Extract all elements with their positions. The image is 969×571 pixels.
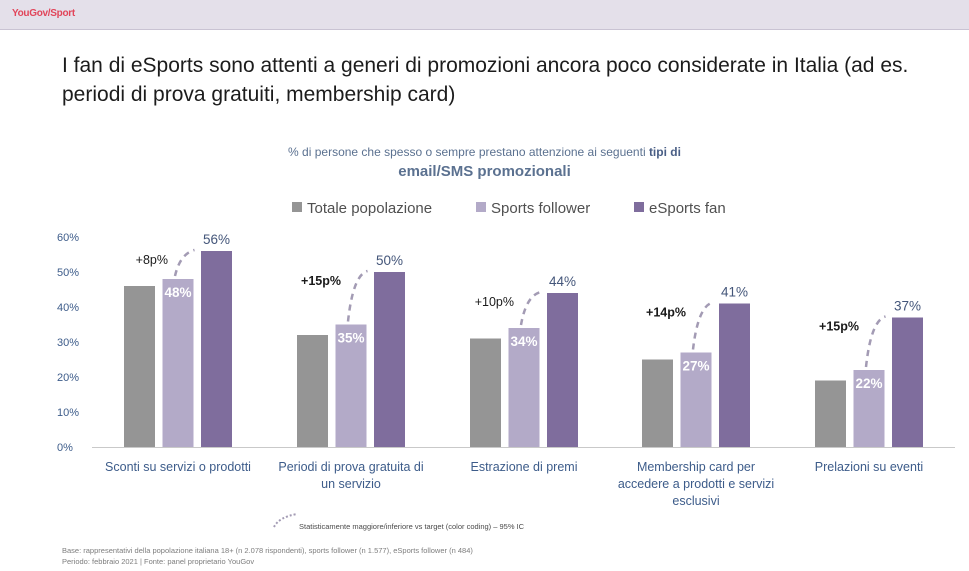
yougov-sport-logo: YouGov/Sport <box>12 8 75 19</box>
difference-annotation: +14p% <box>646 306 686 320</box>
legend-swatch <box>634 202 644 212</box>
bar <box>124 286 155 447</box>
bar-value-label: 35% <box>337 331 364 346</box>
chart-subtitle-bold: tipi di <box>648 145 681 159</box>
category-label: accedere a prodotti e servizi <box>618 477 774 491</box>
bar <box>508 328 540 447</box>
bar-value-label: 56% <box>203 232 230 247</box>
y-tick-label: 20% <box>57 372 79 384</box>
bar-value-label: 27% <box>682 359 709 374</box>
y-tick-label: 10% <box>57 407 79 419</box>
significance-arc <box>173 248 195 277</box>
category-label: esclusivi <box>672 494 719 508</box>
difference-annotation: +15p% <box>819 320 859 334</box>
significance-note: Statisticamente maggiore/inferiore vs ta… <box>299 522 525 531</box>
bar <box>892 317 923 447</box>
y-tick-label: 50% <box>57 267 79 279</box>
category-label: un servizio <box>321 477 381 491</box>
top-bar: YouGov/Sport <box>0 0 969 30</box>
bar-value-label: 22% <box>855 376 882 391</box>
y-tick-label: 40% <box>57 302 79 314</box>
significance-arc <box>864 315 887 368</box>
legend-label: Totale popolazione <box>307 200 432 217</box>
bar-value-label: 48% <box>164 285 191 300</box>
bar-value-label: 50% <box>376 253 403 268</box>
category-label: Estrazione di premi <box>471 460 578 474</box>
category-label: Membership card per <box>637 460 755 474</box>
bar <box>719 303 750 447</box>
bar <box>470 338 501 447</box>
legend-swatch <box>292 202 302 212</box>
y-tick-label: 0% <box>57 442 73 454</box>
significance-arc <box>691 301 713 350</box>
note-marker-icon <box>273 513 298 528</box>
bar-value-label: 37% <box>894 299 921 314</box>
significance-arc <box>519 290 541 326</box>
bar <box>680 352 712 447</box>
category-label: Sconti su servizi o prodotti <box>105 460 251 474</box>
bar <box>335 324 367 447</box>
page-title: I fan di eSports sono attenti a generi d… <box>62 54 909 106</box>
footer-base-note: Base: rappresentativi della popolazione … <box>62 546 473 555</box>
difference-annotation: +8p% <box>136 253 168 267</box>
y-tick-label: 30% <box>57 337 79 349</box>
bar <box>162 279 194 447</box>
difference-annotation: +15p% <box>301 274 341 288</box>
category-label: Periodi di prova gratuita di <box>278 460 423 474</box>
bar <box>642 359 673 447</box>
bar-value-label: 41% <box>721 285 748 300</box>
chart-subtitle-line2: email/SMS promozionali <box>398 163 571 180</box>
legend-label: eSports fan <box>649 200 726 217</box>
bar <box>374 272 405 447</box>
bar <box>815 380 846 447</box>
chart-subtitle-line1: % di persone che spesso o sempre prestan… <box>0 145 969 159</box>
difference-annotation: +10p% <box>475 295 514 309</box>
bar <box>547 293 578 447</box>
category-label: Prelazioni su eventi <box>815 460 923 474</box>
bar-value-label: 34% <box>510 334 537 349</box>
legend-swatch <box>476 202 486 212</box>
footer-period-source: Periodo: febbraio 2021 | Fonte: panel pr… <box>62 557 255 566</box>
significance-arc <box>346 269 369 322</box>
legend-label: Sports follower <box>491 200 590 217</box>
y-tick-label: 60% <box>57 232 79 244</box>
bar <box>201 251 232 447</box>
bar <box>853 370 885 447</box>
bar-value-label: 44% <box>549 274 576 289</box>
bar <box>297 335 328 447</box>
chart-subtitle-prefix: % di persone che spesso o sempre prestan… <box>288 145 649 159</box>
